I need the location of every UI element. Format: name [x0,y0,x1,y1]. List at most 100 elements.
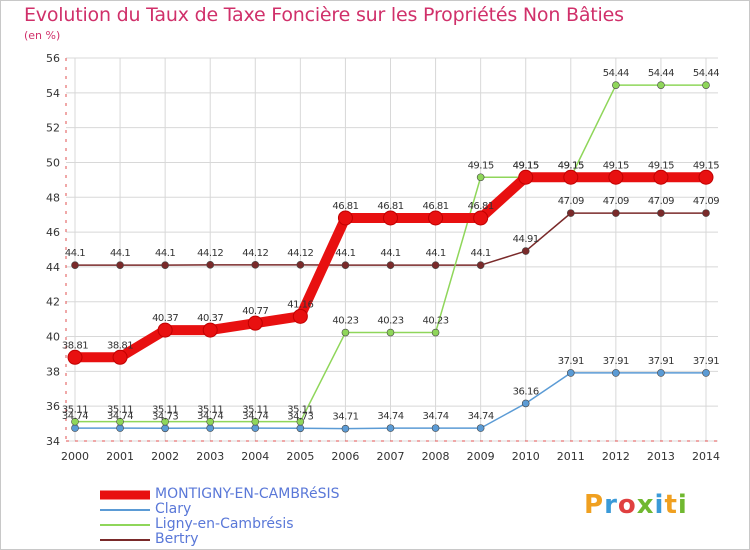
data-label: 47.09 [603,196,629,207]
data-point [206,261,215,269]
data-point [657,81,665,89]
data-label: 49.15 [648,160,674,171]
data-label: 40.37 [197,313,223,324]
x-tick-label: 2002 [151,450,179,463]
proxiti-logo: Proxiti [584,490,688,520]
data-point [247,315,263,331]
chart-title: Evolution du Taux de Taxe Foncière sur l… [24,4,624,26]
data-label: 36.16 [513,386,539,397]
data-label: 44.1 [380,248,400,259]
data-label: 49.15 [558,160,584,171]
data-label: 35.11 [152,405,178,416]
axes: 34 36 38 40 42 44 46 48 50 52 54 56 2000 2001 2002 2003… [46,52,720,463]
data-point [698,169,714,185]
data-label: 34.74 [107,411,133,422]
data-point [116,417,124,426]
data-point [296,424,305,433]
data-point [518,169,534,185]
data-point [202,322,218,338]
x-tick-label: 2014 [692,450,720,463]
data-point [521,399,530,408]
data-label: 37.91 [693,356,719,367]
x-tick-label: 2007 [377,450,405,463]
data-point [702,209,710,217]
data-point [206,424,215,432]
logo-letter: P [584,490,605,520]
y-tick-label: 46 [46,226,60,239]
data-point [161,424,169,433]
y-tick-label: 48 [46,191,60,204]
legend-item: Ligny-en-Cambrésis [100,516,420,532]
data-label: 47.09 [648,196,674,207]
data-label: 34.74 [197,411,223,422]
legend-item: Clary [100,501,420,517]
data-point [653,169,669,185]
data-label: 49.15 [513,160,539,171]
data-point [612,369,620,377]
data-label: 49.15 [603,160,629,171]
data-label: 35.11 [62,405,88,416]
data-label: 44.1 [155,248,175,259]
x-tick-label: 2013 [647,450,675,463]
data-point [337,210,353,226]
data-point [157,322,173,338]
data-label: 41.16 [287,299,313,310]
data-labels: 44.1 44.1 44.1 44.12 44.12 44.12 44.1 44.1 44.1 4… [62,68,720,422]
data-point [702,369,710,377]
data-point [341,261,350,269]
data-label: 47.09 [693,196,719,207]
data-label: 34.74 [62,411,88,422]
data-label: 40.23 [423,316,449,327]
data-point [657,209,665,217]
data-label: 35.11 [197,405,223,416]
data-point [473,210,489,226]
data-point [563,169,579,185]
y-tick-label: 50 [46,156,60,169]
data-point [161,417,169,426]
data-point [71,261,79,269]
data-point [566,209,575,217]
data-label: 40.23 [377,316,403,327]
data-label: 37.91 [603,356,629,367]
data-label: 38.81 [107,340,133,351]
x-tick-label: 2000 [61,450,89,463]
data-label: 40.77 [242,306,268,317]
data-point [476,173,485,182]
y-tick-label: 54 [46,87,60,100]
data-point [386,328,395,337]
chart-unit-label: (en %) [24,29,61,42]
data-point [67,349,83,365]
y-tick-label: 44 [46,261,60,274]
data-point [521,247,530,255]
data-label: 44.12 [287,248,313,259]
y-tick-label: 40 [46,331,60,344]
data-point [251,261,260,269]
data-point [476,261,485,269]
data-label: 49.15 [513,160,539,171]
logo-letter: i [677,490,688,520]
data-point [702,81,710,89]
logo-letter: r [604,490,618,520]
x-tick-label: 2004 [241,450,269,463]
data-label: 54.44 [603,68,629,79]
data-point [566,369,575,377]
data-label: 34.74 [377,411,403,422]
data-label: 35.11 [287,405,313,416]
data-label: 49.15 [468,160,494,171]
data-point [608,169,624,185]
data-point [383,210,398,226]
data-point [612,209,620,217]
data-label: 37.91 [648,356,674,367]
data-label: 44.12 [242,248,268,259]
data-point [161,261,169,269]
data-label: 37.91 [558,356,584,367]
legend-swatch [100,508,150,511]
legend-label: Bertry [155,531,199,547]
x-tick-label: 2008 [422,450,450,463]
x-tick-label: 2006 [331,450,359,463]
data-label: 34.74 [242,411,268,422]
data-label: 49.15 [693,160,719,171]
data-point [428,210,444,226]
legend-label: Ligny-en-Cambrésis [155,516,294,532]
